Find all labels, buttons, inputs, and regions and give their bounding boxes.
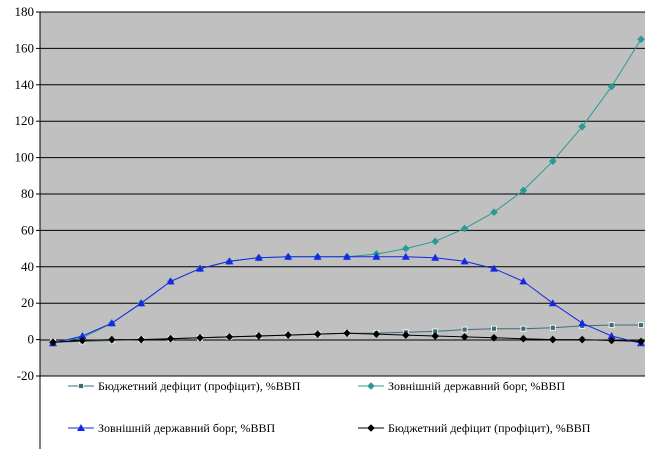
series-3-point [78,331,87,339]
series-4-point [637,337,645,346]
legend-swatch-point [367,382,375,390]
series-3-point [607,331,616,339]
series-4-point [108,335,116,344]
series-4-point [49,338,57,347]
series-2-point [431,237,439,246]
y-tick-label: 40 [21,259,34,274]
y-axis-ticks: -20 0 20 40 60 80 100 120 140 160 180 [15,4,40,383]
series-4-point [255,332,263,340]
series-3-point [225,257,234,265]
series-4-point [313,330,322,338]
legend: Бюджетний дефіцит (профіцит), %ВВП Зовніш… [40,375,645,435]
series-2-point [519,186,528,195]
y-tick-label: 0 [28,332,35,347]
series-3-point [166,277,175,285]
legend-label: Зовнішній державний борг, %ВВП [98,421,276,435]
y-tick-label: -20 [17,368,34,383]
series-1-point [520,325,527,332]
series-2-point [402,244,410,253]
series-4-point [460,333,469,341]
legend-entry-2: Зовнішній державний борг, %ВВП [358,379,566,393]
series-4-point [402,331,410,339]
series-layer [49,35,645,347]
series-4-point [343,329,351,338]
series-1-point [491,325,497,332]
series-4-point [607,336,616,345]
series-4 [49,329,645,347]
y-tick-label: 20 [21,295,34,310]
legend-label: Зовнішній державний борг, %ВВП [388,379,566,393]
series-3-point [196,264,204,272]
series-2-point [549,157,557,166]
y-tick-label: 100 [15,150,35,165]
series-2-point [607,82,616,91]
series-3-point [372,252,381,260]
series-1-point [608,322,615,328]
series-3-point [313,252,322,260]
series-4-point [137,335,145,344]
legend-swatch-point [77,424,85,431]
legend-label: Бюджетний дефіцит (профіцит), %ВВП [388,421,591,435]
y-tick-label: 180 [15,4,35,19]
series-4-point [225,333,234,341]
series-3-point [137,299,146,307]
legend-swatch-point [78,383,84,389]
series-3-point [519,277,528,285]
series-3-point [254,253,263,261]
legend-label: Бюджетний дефіцит (профіцит), %ВВП [98,379,301,393]
series-4-point [196,333,204,342]
series-2-point [490,208,498,216]
series-3-point [343,252,351,260]
legend-entry-4: Бюджетний дефіцит (профіцит), %ВВП [358,421,591,435]
y-tick-label: 60 [21,222,34,237]
series-3-point [578,319,587,327]
series-2-point [578,122,586,131]
series-1-point [549,324,556,331]
series-3-point [107,319,116,327]
series-3-point [548,299,557,307]
legend-entry-1: Бюджетний дефіцит (профіцит), %ВВП [68,379,301,393]
series-1-point [638,322,644,328]
y-tick-label: 120 [15,113,35,128]
series-3-point [431,253,440,261]
series-4-point [78,336,87,345]
y-tick-label: 80 [21,186,34,201]
series-2-point [637,35,645,44]
series-3-point [284,252,293,260]
series-4-point [284,331,292,339]
series-1-point [461,326,468,333]
legend-swatch-point [367,424,375,432]
series-3-point [401,252,410,260]
series-4-point [519,334,528,343]
series-2-point [460,224,469,233]
series-3-point [460,257,469,265]
series-4-point [431,332,439,340]
series-4-point [166,334,175,343]
series-4-point [490,333,498,342]
series-4-point [549,335,557,344]
series-3 [49,252,645,347]
y-tick-label: 160 [15,40,35,55]
series-4-point [372,330,381,338]
series-3-point [490,264,498,272]
legend-entry-3: Зовнішній державний борг, %ВВП [68,421,276,435]
series-4-point [578,335,586,344]
y-tick-label: 140 [15,77,35,92]
